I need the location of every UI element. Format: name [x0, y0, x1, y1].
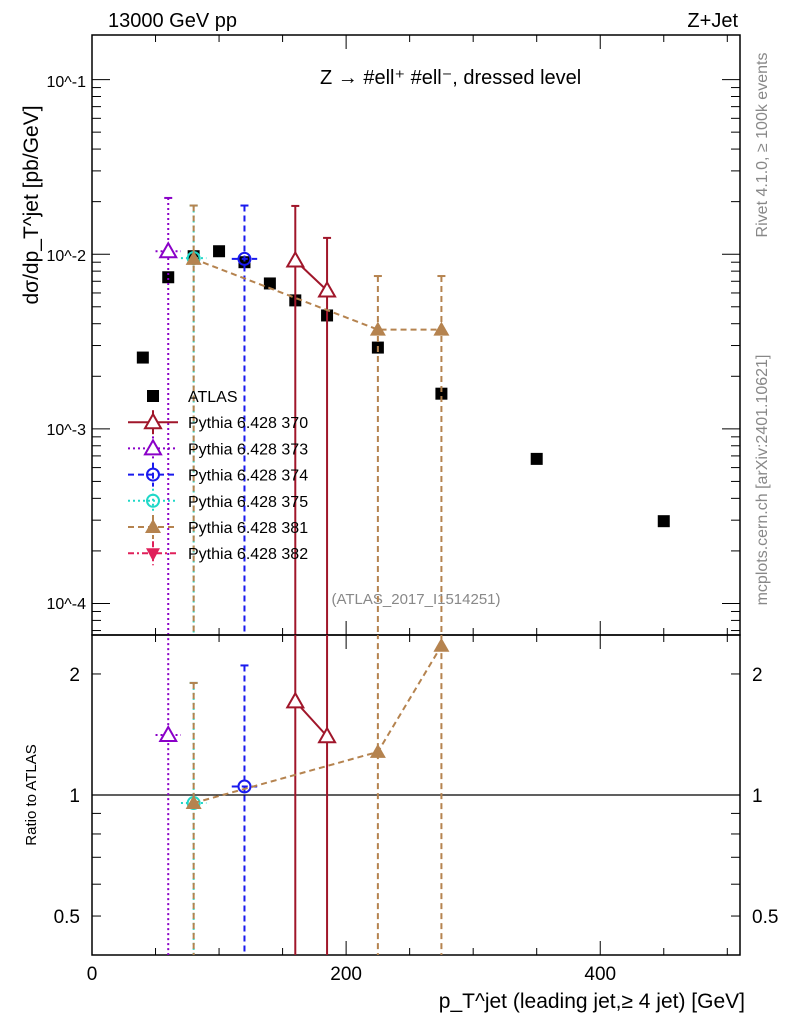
y-tick-label: 1	[69, 786, 80, 807]
data-point	[435, 387, 448, 400]
data-point	[143, 438, 163, 456]
data-point	[146, 548, 160, 562]
data-point	[237, 251, 252, 266]
chart-title: Z → #ell⁺ #ell⁻, dressed level	[320, 67, 581, 89]
data-point	[369, 743, 386, 758]
y-tick-label: 0.5	[54, 907, 80, 928]
data-point	[145, 519, 161, 533]
y-tick-label-right: 1	[752, 786, 763, 807]
data-point	[263, 277, 276, 290]
data-point	[162, 271, 175, 284]
y-tick-label: 2	[69, 665, 80, 686]
data-point	[136, 351, 149, 364]
data-point	[657, 515, 670, 528]
series-pythia-6-428-381	[185, 204, 450, 635]
legend-label: Pythia 6.428 381	[188, 520, 308, 537]
ratio-panel: 0.5 0.5 1 1 2 2 0 200 400	[54, 634, 778, 985]
legend-label: ATLAS	[188, 389, 238, 406]
header-left: 13000 GeV pp	[108, 10, 237, 32]
data-point	[285, 250, 306, 268]
data-point	[317, 726, 337, 744]
legend-label: Pythia 6.428 373	[188, 441, 308, 458]
legend: ATLAS Pythia 6.428 370 Pythia 6.428 373 Pyt…	[128, 389, 308, 566]
series-pythia-6-428-374	[231, 664, 258, 955]
data-point	[158, 241, 178, 259]
data-point	[185, 250, 202, 265]
data-point	[433, 637, 450, 652]
legend-label: Pythia 6.428 374	[188, 468, 308, 485]
data-point	[185, 795, 202, 810]
y-tick-label-right: 2	[752, 665, 763, 686]
legend-item: Pythia 6.428 374	[128, 462, 308, 487]
y-axis-label: dσ/dp_T^jet [pb/GeV]	[20, 105, 43, 304]
series-pythia-6-428-381	[185, 635, 450, 955]
data-point	[237, 779, 252, 794]
side-label-bottom: mcplots.cern.ch [arXiv:2401.10621]	[754, 355, 771, 606]
series-pythia-6-428-370	[285, 635, 337, 955]
data-point	[143, 412, 163, 430]
header-right: Z+Jet	[687, 10, 738, 32]
data-point	[433, 321, 450, 336]
legend-item: Pythia 6.428 381	[128, 515, 308, 539]
series-line	[193, 257, 442, 331]
side-label-top: Rivet 4.1.0, ≥ 100k events	[754, 53, 771, 238]
legend-label: Pythia 6.428 370	[188, 415, 308, 432]
x-tick-label: 200	[330, 964, 362, 985]
data-point	[369, 321, 386, 336]
data-point	[146, 493, 160, 508]
ratio-y-axis-label: Ratio to ATLAS	[23, 744, 40, 845]
analysis-tag: (ATLAS_2017_I1514251)	[331, 591, 500, 608]
y-tick-label: 10^-2	[46, 248, 86, 265]
x-tick-label: 400	[584, 964, 616, 985]
legend-label: Pythia 6.428 382	[188, 546, 308, 563]
x-tick-label: 0	[87, 964, 98, 985]
data-point	[285, 691, 306, 709]
legend-item: Pythia 6.428 382	[128, 541, 308, 566]
series-pythia-6-428-370	[285, 204, 337, 635]
y-tick-label: 10^-3	[46, 422, 86, 439]
legend-item: Pythia 6.428 375	[128, 488, 308, 513]
data-point	[530, 452, 543, 465]
x-axis-label: p_T^jet (leading jet,≥ 4 jet) [GeV]	[439, 990, 745, 1013]
y-tick-label: 10^-4	[46, 596, 86, 613]
data-point	[317, 280, 337, 298]
data-layer	[155, 635, 450, 955]
legend-item: Pythia 6.428 373	[128, 436, 308, 461]
data-layer	[136, 196, 670, 635]
data-point	[146, 467, 160, 482]
legend-item: Pythia 6.428 370	[128, 410, 308, 435]
y-tick-label-right: 0.5	[752, 907, 778, 928]
panel-frame	[91, 34, 741, 636]
legend-label: Pythia 6.428 375	[188, 494, 308, 511]
series-atlas	[136, 245, 670, 528]
y-tick-label: 10^-1	[46, 74, 86, 91]
data-point	[213, 245, 226, 258]
data-point	[147, 390, 159, 402]
series-pythia-6-428-373	[155, 196, 181, 635]
series-pythia-6-428-373	[155, 635, 181, 955]
legend-item: ATLAS	[147, 389, 238, 406]
data-point	[158, 724, 178, 743]
